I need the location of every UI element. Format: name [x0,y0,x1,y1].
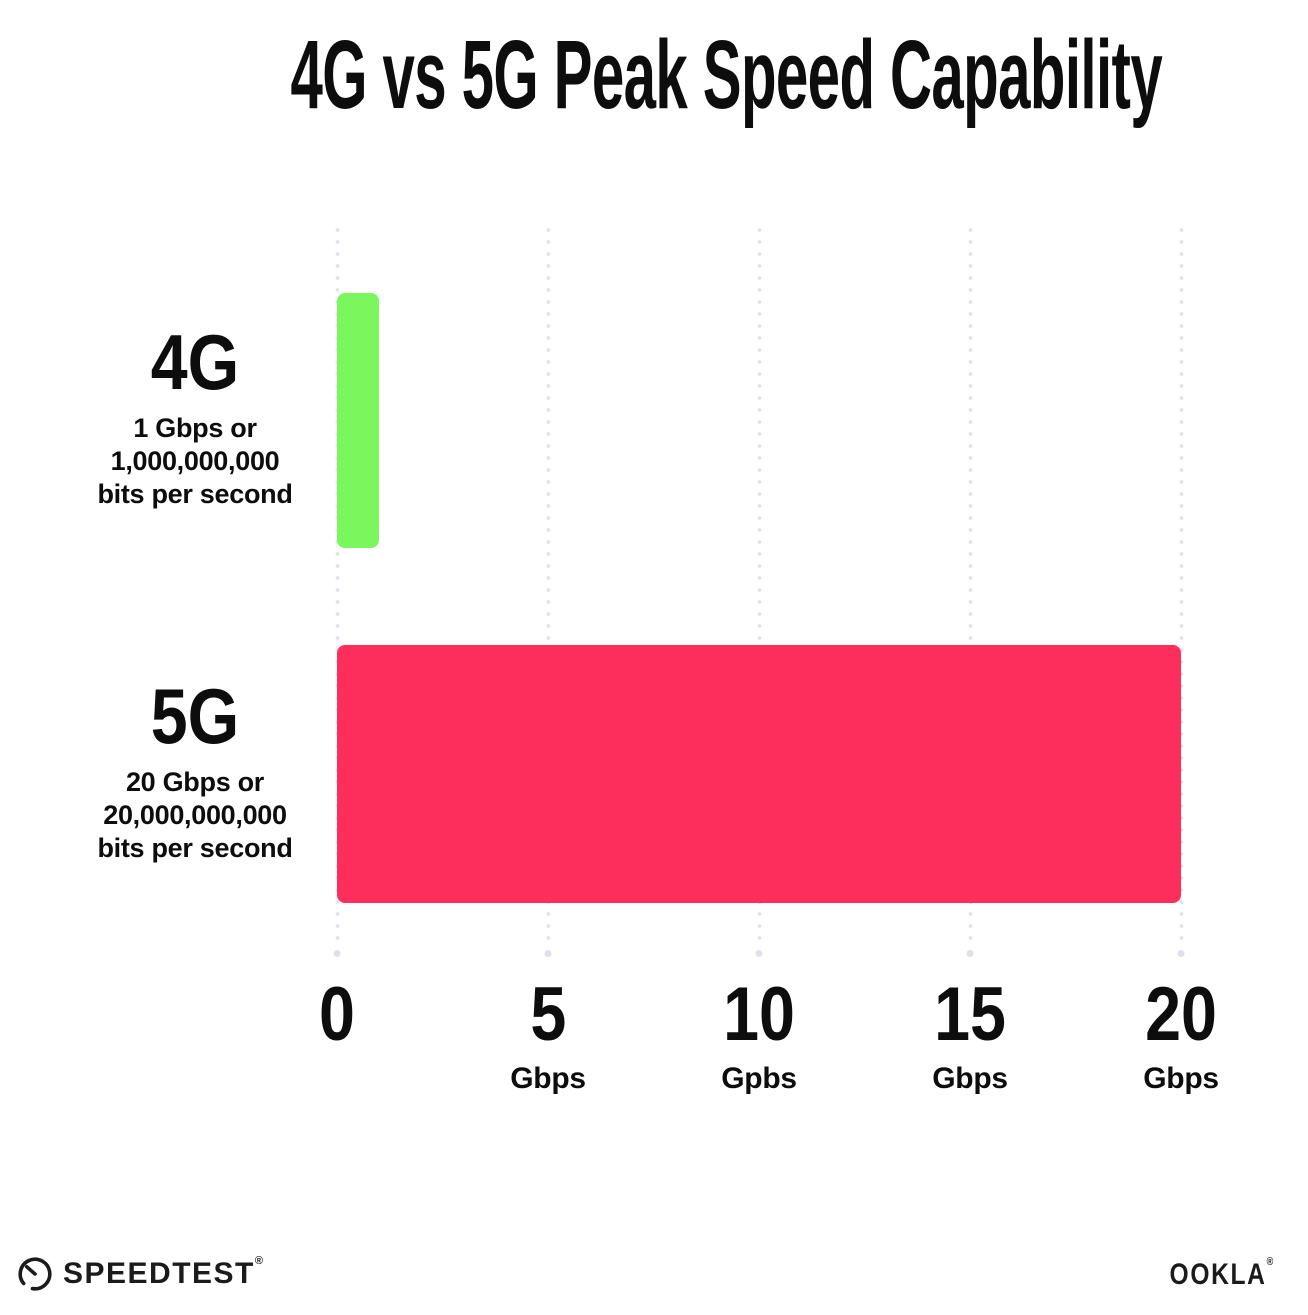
x-tick-number: 15 [934,972,1006,1057]
ookla-wordmark: OOKLA® [1169,1256,1275,1291]
ookla-trademark: ® [1266,1256,1275,1268]
speedtest-wordmark: SPEEDTEST® [63,1255,265,1290]
page-title: 4G vs 5G Peak Speed Capability [0,20,1308,129]
x-tick-unit: Gpbs [721,1062,797,1095]
speedtest-gauge-icon [18,1257,52,1291]
category-name-5g: 5G [150,672,240,760]
category-sublabel-4g: 1 Gbps or 1,000,000,000 bits per second [97,413,293,509]
x-tick-number: 10 [723,972,795,1057]
x-tick-5: 5 Gbps [510,972,586,1096]
category-name-4g: 4G [150,318,240,406]
bar-4g [337,293,380,548]
category-sublabel-5g: 20 Gbps or 20,000,000,000 bits per secon… [97,767,293,863]
gridline-20 [1178,224,1184,948]
speedtest-logo: SPEEDTEST® [16,1252,264,1296]
x-tick-number: 20 [1145,972,1217,1057]
page-title-text: 4G vs 5G Peak Speed Capability [290,20,1163,129]
x-tick-15: 15 Gbps [928,976,1013,1096]
x-tick-unit: Gbps [932,1062,1008,1095]
x-tick-unit: Gbps [1143,1062,1219,1095]
gridline-0 [334,224,340,948]
x-tick-number: 0 [319,972,355,1057]
gridline-5 [545,224,551,948]
category-label-5g: 5G 20 Gbps or 20,000,000,000 bits per se… [45,676,345,865]
x-tick-0: 0 [316,976,358,1054]
gridline-10 [756,224,762,948]
bar-5g [337,645,1181,903]
gridline-15 [967,224,973,948]
x-tick-10: 10 Gpbs [717,976,802,1096]
ookla-logo: OOKLA® [1158,1256,1286,1292]
category-label-4g: 4G 1 Gbps or 1,000,000,000 bits per seco… [45,322,345,511]
speedtest-trademark: ® [254,1255,265,1267]
x-tick-number: 5 [530,972,566,1057]
x-tick-20: 20 Gbps [1139,976,1224,1096]
x-tick-unit: Gbps [510,1062,586,1095]
